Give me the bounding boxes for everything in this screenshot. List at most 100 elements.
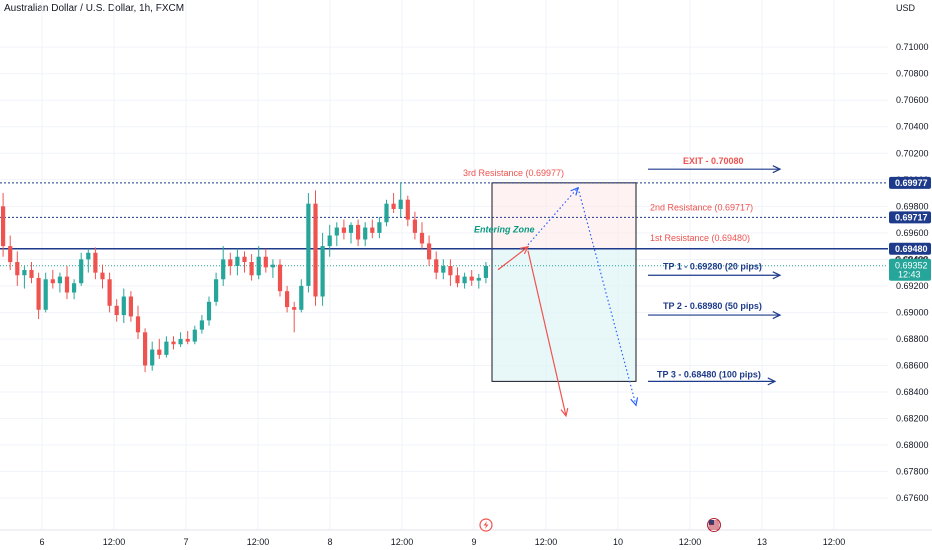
candle-body [285, 291, 290, 308]
risk-zone [492, 182, 636, 249]
candle-body [79, 259, 84, 284]
candle-body [327, 235, 332, 247]
label-tp2: TP 2 - 0.68980 (50 pips) [663, 301, 762, 311]
candle-body [412, 219, 417, 233]
candle-body [29, 269, 34, 278]
price-badge [889, 176, 931, 189]
candle-body [15, 262, 20, 276]
candle-body [114, 305, 119, 316]
candle-body [100, 272, 105, 280]
candle-body [441, 266, 446, 273]
time-tick: 12:00 [391, 537, 414, 547]
candle-body [143, 332, 148, 366]
candle-body [370, 227, 375, 233]
candle-body [50, 279, 55, 284]
candle-body [135, 316, 141, 333]
candle-body [86, 252, 91, 260]
candle-body [93, 252, 98, 273]
price-tick: 0.68600 [896, 360, 929, 370]
time-tick: 12:00 [247, 537, 270, 547]
us-flag-icon [707, 518, 721, 532]
label-entering-zone: Entering Zone [474, 224, 535, 234]
label-resistance-1: 1st Resistance (0.69480) [650, 233, 750, 243]
label-tp1: TP 1 - 0.69280 (20 pips) [663, 261, 762, 271]
time-tick: 12:00 [823, 537, 846, 547]
candle-body [206, 301, 212, 321]
candles [1, 182, 488, 373]
lightning-icon-bolt [483, 521, 489, 529]
candle-body [121, 296, 126, 316]
time-tick: 7 [183, 537, 188, 547]
candle-body [36, 277, 41, 310]
us-flag-canton [709, 520, 714, 525]
price-tick: 0.69200 [896, 281, 929, 291]
candle-body [214, 279, 219, 302]
candle-body [256, 256, 261, 276]
event-markers[interactable] [479, 518, 721, 532]
candle-body [306, 203, 311, 286]
lightning-icon [479, 518, 493, 532]
candle-body [150, 349, 155, 366]
candle-body [242, 256, 247, 263]
candle-body [427, 243, 432, 260]
price-badge [889, 211, 931, 224]
time-tick: 10 [613, 537, 623, 547]
label-resistance-2: 2nd Resistance (0.69717) [650, 202, 753, 212]
price-badge-text: 0.69352 [895, 261, 928, 271]
price-tick: 0.67600 [896, 493, 929, 503]
candle-body [57, 276, 62, 284]
candle-body [1, 206, 6, 247]
annotations: 3rd Resistance (0.69977) 2nd Resistance (… [463, 156, 782, 418]
candle-body [483, 266, 488, 278]
price-tick: 0.70800 [896, 69, 929, 79]
candle-body [235, 256, 240, 266]
price-badge-text: 0.69977 [895, 178, 928, 188]
candle-body [164, 341, 169, 355]
candle-body [64, 276, 70, 293]
candle-body [341, 227, 346, 233]
drop-arrow [527, 250, 567, 416]
candle-body [434, 259, 439, 273]
candle-body [292, 307, 297, 310]
time-tick: 9 [471, 537, 476, 547]
candle-body [178, 338, 183, 345]
exit-arrow-head [772, 165, 782, 174]
candle-body [405, 199, 410, 220]
price-tick: 0.70400 [896, 122, 929, 132]
candle-body [277, 264, 283, 292]
price-tick: 0.68800 [896, 334, 929, 344]
candle-body [72, 283, 77, 293]
price-tick: 0.71000 [896, 42, 929, 52]
price-badge [889, 242, 931, 255]
candle-body [199, 320, 204, 330]
price-tick: 0.68000 [896, 440, 929, 450]
candle-body [128, 296, 133, 317]
rise-arrow-dotted [527, 187, 579, 246]
fall-arrow-dotted [577, 187, 637, 406]
tp1-arrow-head [772, 271, 782, 280]
candle-body [192, 329, 197, 342]
label-resistance-3: 3rd Resistance (0.69977) [463, 168, 564, 178]
candle-body [228, 259, 233, 266]
fall-arrow-dotted-head [630, 397, 639, 407]
drop-arrow-head [560, 407, 569, 418]
candle-body [462, 276, 467, 284]
candle-body [455, 275, 460, 284]
price-tick: 0.69600 [896, 228, 929, 238]
entry-arrow-head [520, 245, 530, 255]
price-badge-current [889, 258, 931, 281]
candle-body [249, 262, 254, 276]
time-tick: 12:00 [679, 537, 702, 547]
time-tick: 12:00 [103, 537, 126, 547]
candle-body [221, 259, 226, 280]
price-tick: 0.68200 [896, 414, 929, 424]
candle-body [334, 227, 339, 236]
candle-body [171, 341, 176, 345]
time-axis[interactable]: 6 12:00 7 12:00 8 12:00 9 12:00 10 12:00 13 12:00 [0, 529, 932, 547]
candle-body [419, 232, 425, 244]
candle-body [363, 227, 368, 240]
candle-body [356, 224, 361, 240]
candle-body [320, 246, 325, 297]
